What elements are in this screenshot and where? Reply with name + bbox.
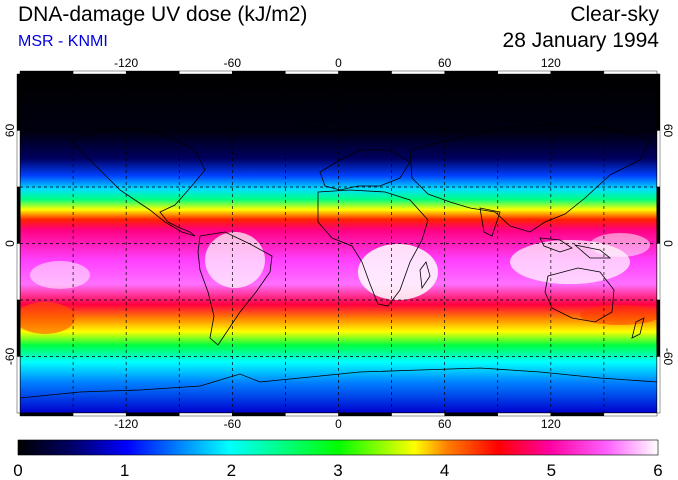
lon-tick-label: 120 (541, 417, 561, 431)
frame-segment (656, 130, 661, 188)
frame-segment (179, 70, 233, 75)
frame-segment (497, 70, 552, 75)
frame-segment (444, 412, 498, 417)
lon-tick-label: 60 (438, 56, 452, 70)
frame-border (16, 70, 661, 417)
colorbar-label: 6 (653, 461, 662, 480)
frame-segment (285, 70, 339, 75)
frame-segment (338, 412, 392, 417)
frame-segment (16, 243, 21, 301)
dose-patches (20, 232, 657, 334)
frame-segment (16, 73, 21, 131)
frame-segment (232, 412, 286, 417)
frame-segment (656, 186, 661, 244)
frame-segment (603, 70, 658, 75)
map-date: 28 January 1994 (502, 29, 659, 52)
frame-segment (656, 356, 661, 414)
frame-segment (285, 412, 339, 417)
frame-segment (19, 70, 74, 75)
colorbar-label: 4 (440, 461, 449, 480)
lon-tick-label: -60 (224, 417, 242, 431)
lat-ticks-left: 60 0 -60 (3, 124, 17, 366)
frame-segment (603, 412, 658, 417)
frame-segment (444, 70, 498, 75)
colorbar-label: 3 (333, 461, 342, 480)
lon-tick-label: 0 (335, 417, 342, 431)
colorbar-label: 1 (120, 461, 129, 480)
frame-segment (16, 356, 21, 414)
lat-tick-label: -60 (661, 348, 675, 366)
frame-segment (338, 70, 392, 75)
frame-segment (656, 243, 661, 301)
lon-tick-label: -120 (114, 417, 138, 431)
lat-tick-label: 60 (3, 124, 17, 138)
frame-segment (391, 70, 445, 75)
colorbar-label: 0 (13, 461, 22, 480)
lon-tick-label: -120 (114, 56, 138, 70)
frame-segment (497, 412, 552, 417)
colorbar (17, 439, 659, 456)
lon-tick-label: -60 (224, 56, 242, 70)
frame-segment (125, 412, 180, 417)
coastlines (20, 95, 657, 399)
frame-segment (72, 412, 127, 417)
lon-ticks-bottom: -120 -60 0 60 120 (114, 417, 561, 431)
lon-tick-label: 0 (335, 56, 342, 70)
frame-segment (16, 186, 21, 244)
colorbar-labels: 0 1 2 3 4 5 6 (13, 461, 662, 480)
frame-segment (656, 73, 661, 131)
lat-tick-label: 60 (661, 124, 675, 138)
frame-segment (19, 412, 74, 417)
frame-segment (656, 299, 661, 357)
colorbar-label: 5 (547, 461, 556, 480)
lat-tick-label: 0 (3, 240, 17, 247)
lon-ticks-top: -120 -60 0 60 120 (114, 56, 561, 70)
lon-tick-label: 60 (438, 417, 452, 431)
lat-ticks-right: 60 0 -60 (661, 124, 675, 366)
lon-tick-label: 120 (541, 56, 561, 70)
frame-segment (232, 70, 286, 75)
frame-segment (16, 130, 21, 188)
frame-segment (550, 412, 605, 417)
lat-tick-label: -60 (3, 348, 17, 366)
frame-segment (550, 70, 605, 75)
lat-tick-label: 0 (661, 240, 675, 247)
sky-condition: Clear-sky (570, 3, 659, 26)
frame-segment (125, 70, 180, 75)
map-title: DNA-damage UV dose (kJ/m2) (18, 3, 308, 26)
graticule (20, 74, 657, 413)
frame-segment (16, 299, 21, 357)
source-label: MSR - KNMI (18, 33, 108, 50)
frame-segment (391, 412, 445, 417)
colorbar-label: 2 (227, 461, 236, 480)
frame-segment (179, 412, 233, 417)
frame-segment (72, 70, 127, 75)
